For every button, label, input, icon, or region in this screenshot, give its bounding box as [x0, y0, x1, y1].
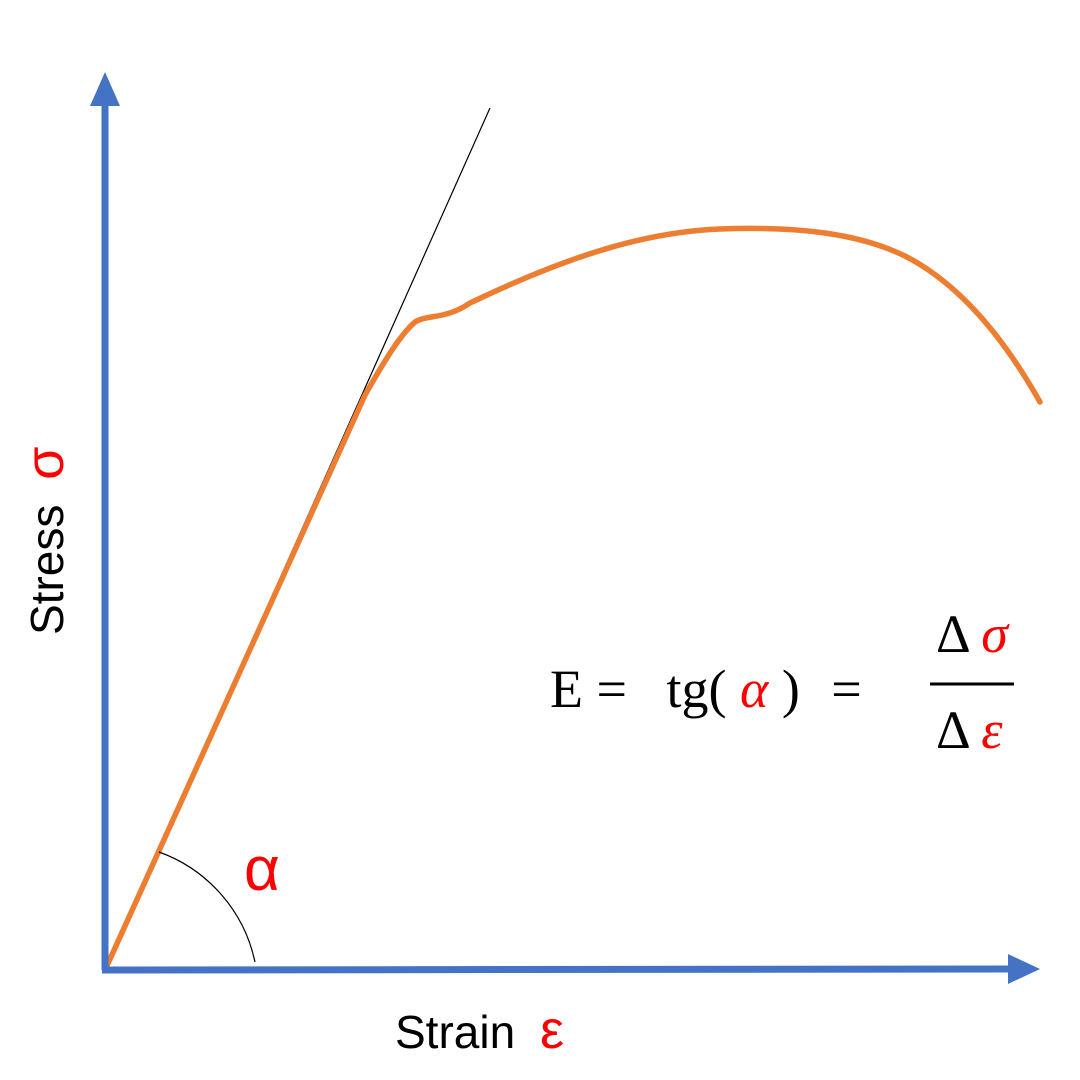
- y-axis-arrowhead: [90, 72, 120, 106]
- formula-func-close: ): [782, 659, 800, 719]
- formula-func: tg(: [666, 659, 726, 719]
- modulus-formula: E = tg( α ) = Δ σ Δ ε: [550, 604, 1014, 760]
- numerator-symbol: σ: [981, 604, 1010, 664]
- x-axis-label: Strain ε: [395, 1000, 564, 1060]
- numerator-delta: Δ: [936, 604, 969, 664]
- formula-left-side: E = tg( α ) =: [550, 659, 862, 719]
- x-axis-label-word: Strain: [395, 1006, 515, 1058]
- y-axis-label: Stress σ: [15, 447, 75, 635]
- angle-arc: [158, 851, 256, 963]
- x-axis-line: [101, 965, 1013, 974]
- formula-func-arg: α: [740, 659, 770, 719]
- y-axis-symbol: σ: [15, 447, 75, 480]
- y-axis-label-word: Stress: [21, 505, 73, 635]
- x-axis-arrowhead: [1008, 954, 1040, 984]
- formula-denominator: Δ ε: [936, 700, 1003, 760]
- denominator-delta: Δ: [936, 700, 969, 760]
- formula-lhs: E =: [550, 659, 627, 719]
- x-axis-symbol: ε: [540, 1000, 564, 1060]
- stress-strain-curve: [103, 225, 1043, 971]
- denominator-symbol: ε: [981, 700, 1003, 760]
- angle-label: α: [244, 835, 280, 904]
- formula-numerator: Δ σ: [936, 604, 1010, 664]
- formula-equals: =: [831, 659, 861, 719]
